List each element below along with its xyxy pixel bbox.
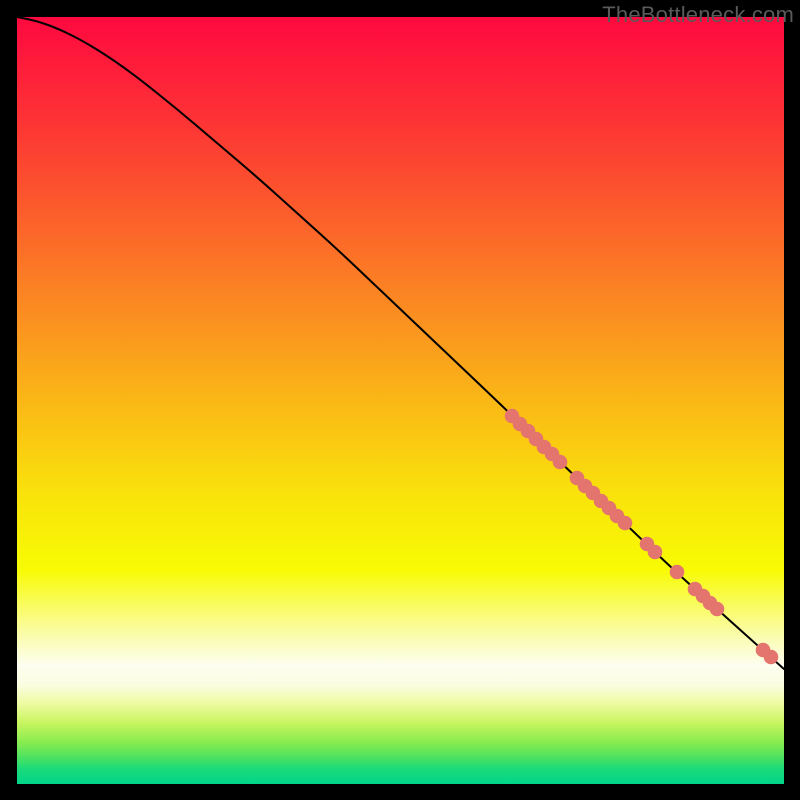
watermark-text: TheBottleneck.com bbox=[602, 2, 794, 28]
plot-background bbox=[17, 17, 784, 784]
data-point bbox=[710, 602, 724, 616]
data-point bbox=[553, 455, 567, 469]
chart-container: TheBottleneck.com bbox=[0, 0, 800, 800]
data-point bbox=[764, 650, 778, 664]
bottleneck-chart bbox=[0, 0, 800, 800]
data-point bbox=[648, 545, 662, 559]
data-point bbox=[670, 565, 684, 579]
data-point bbox=[618, 516, 632, 530]
